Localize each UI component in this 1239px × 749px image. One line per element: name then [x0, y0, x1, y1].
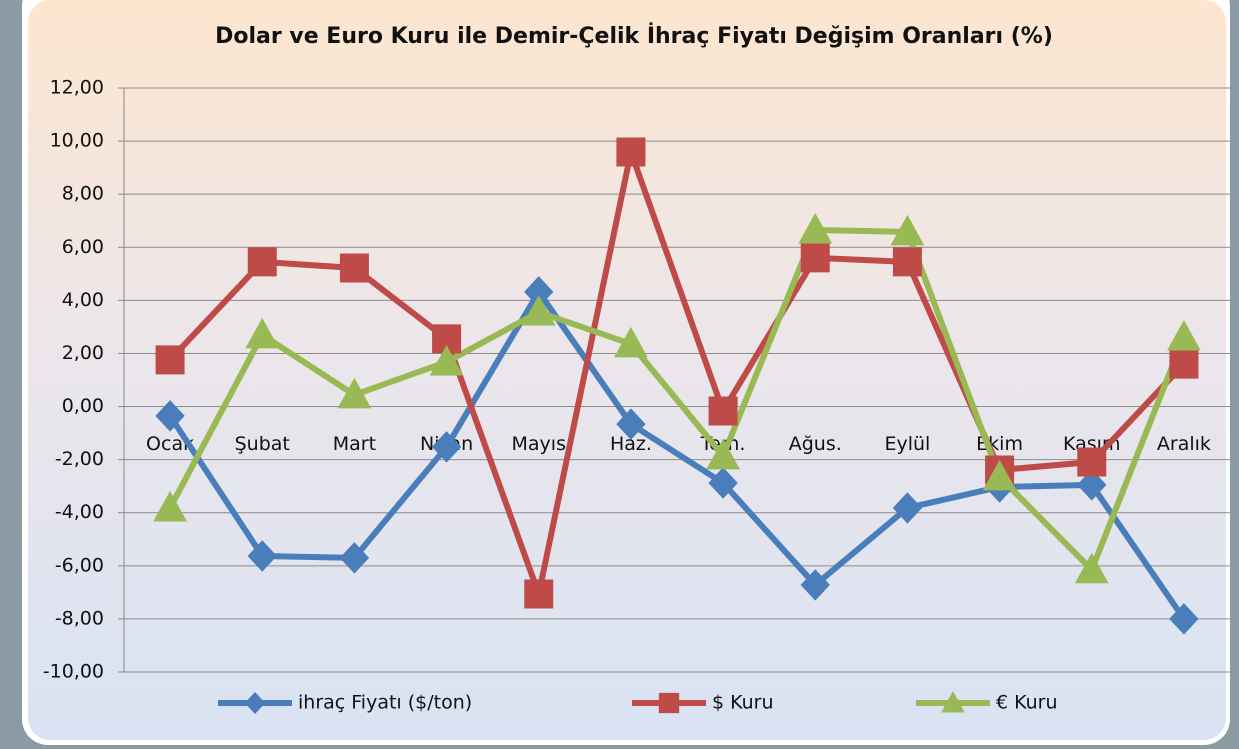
chart-title: Dolar ve Euro Kuru ile Demir-Çelik İhraç…	[215, 23, 1053, 49]
x-tick-label: Mayıs	[512, 433, 566, 455]
data-point	[800, 243, 830, 273]
data-point	[890, 214, 925, 246]
y-tick-label: -8,00	[55, 607, 104, 629]
data-point	[524, 579, 554, 609]
data-point	[1169, 349, 1199, 379]
legend-item: ihraç Fiyatı ($/ton)	[218, 691, 472, 715]
data-point	[1077, 447, 1107, 477]
y-tick-label: 0,00	[62, 395, 104, 417]
legend-item: € Kuru	[916, 691, 1058, 714]
series-line	[167, 227, 1187, 573]
data-point	[706, 438, 740, 470]
x-tick-label: Eylül	[884, 433, 930, 455]
y-tick-label: -6,00	[55, 554, 104, 576]
data-point	[1169, 603, 1199, 635]
data-point	[429, 344, 464, 376]
data-point	[892, 492, 923, 524]
legend-item: $ Kuru	[632, 692, 774, 714]
data-point	[708, 467, 738, 499]
y-tick-label: -4,00	[55, 501, 104, 523]
data-point	[247, 540, 277, 572]
data-point	[521, 295, 556, 326]
data-point	[432, 324, 462, 354]
y-tick-label: -2,00	[55, 448, 104, 470]
legend-marker	[658, 692, 680, 714]
y-tick-label: 6,00	[62, 236, 104, 258]
series-line	[167, 288, 1187, 621]
data-point	[1077, 469, 1107, 501]
data-point	[1167, 319, 1201, 351]
data-point	[800, 569, 830, 601]
x-tick-label: Şubat	[235, 433, 290, 455]
data-point	[1074, 552, 1109, 584]
data-point	[982, 459, 1017, 491]
data-point	[155, 400, 185, 432]
data-point	[892, 247, 922, 277]
x-tick-label: Ağus.	[789, 433, 842, 455]
x-tick-label: Aralık	[1157, 433, 1211, 455]
x-tick-label: Haz.	[610, 433, 652, 455]
data-point	[153, 490, 187, 522]
y-tick-label: 8,00	[62, 183, 104, 205]
legend-marker	[941, 691, 965, 713]
x-tick-label: Mart	[333, 433, 376, 455]
data-point	[245, 317, 280, 349]
data-point	[431, 431, 462, 463]
legend-label: $ Kuru	[712, 692, 774, 714]
legend-marker	[244, 691, 266, 715]
data-point	[616, 137, 646, 167]
panel-fill	[28, 0, 1226, 740]
data-point	[247, 247, 277, 277]
y-tick-label: 2,00	[62, 342, 104, 364]
legend-label: € Kuru	[996, 692, 1058, 714]
y-tick-label: -10,00	[43, 661, 104, 683]
data-point	[155, 345, 185, 375]
y-tick-label: 10,00	[50, 130, 104, 152]
data-point	[616, 408, 646, 440]
legend-label: ihraç Fiyatı ($/ton)	[298, 692, 472, 714]
data-point	[337, 377, 372, 409]
y-tick-label: 4,00	[62, 289, 104, 311]
data-point	[708, 396, 738, 426]
data-point	[339, 253, 369, 283]
data-point	[798, 212, 833, 244]
series-line	[167, 148, 1187, 597]
y-tick-label: 12,00	[50, 77, 104, 99]
data-point	[339, 542, 370, 574]
data-point	[614, 326, 648, 358]
